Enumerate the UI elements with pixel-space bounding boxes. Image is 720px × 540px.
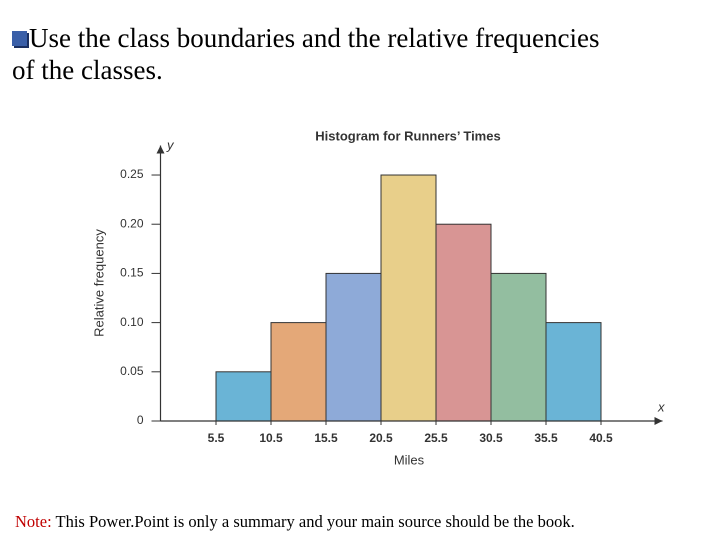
bar (270, 322, 327, 422)
y-tick-label: 0.10 (120, 315, 144, 329)
chart: Histogram for Runners’ Times Miles Relat… (91, 128, 665, 467)
bar (215, 371, 272, 422)
y-axis-symbol: y (166, 137, 175, 152)
x-tick-label: 20.5 (369, 431, 393, 445)
y-tick-label: 0 (137, 413, 144, 427)
bar (380, 174, 437, 422)
note: Note: This Power.Point is only a summary… (15, 512, 575, 532)
x-tick-label: 25.5 (424, 431, 448, 445)
x-axis-title: Miles (394, 452, 425, 467)
bar (435, 223, 492, 422)
y-tick-label: 0.05 (120, 364, 144, 378)
x-tick-label: 15.5 (314, 431, 338, 445)
x-axis-arrow (654, 417, 663, 425)
x-tick-label: 5.5 (208, 431, 225, 445)
chart-title: Histogram for Runners’ Times (315, 128, 500, 143)
x-tick-label: 30.5 (479, 431, 503, 445)
y-axis-title: Relative frequency (91, 229, 106, 337)
heading-text: Use the class boundaries and the relativ… (12, 23, 600, 85)
x-axis-symbol: x (657, 399, 665, 414)
bar (325, 272, 382, 422)
bullet (12, 31, 27, 46)
x-tick-label: 10.5 (259, 431, 283, 445)
note-label: Note: (15, 512, 52, 531)
bar (545, 322, 602, 422)
x-tick-label: 35.5 (534, 431, 558, 445)
y-tick-label: 0.25 (120, 167, 144, 181)
bar (490, 272, 547, 422)
heading: Use the class boundaries and the relativ… (12, 22, 612, 86)
x-tick-label: 40.5 (589, 431, 613, 445)
y-tick-label: 0.15 (120, 266, 144, 280)
y-axis-arrow (156, 145, 165, 154)
y-tick-label: 0.20 (120, 216, 144, 230)
note-text: This Power.Point is only a summary and y… (55, 512, 575, 531)
